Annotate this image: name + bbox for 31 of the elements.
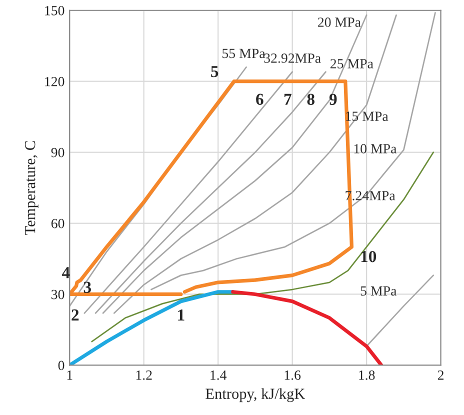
annotation: 5 (211, 66, 218, 78)
y-tick-label: 60 (51, 218, 64, 228)
series-label: 25 MPa (330, 59, 374, 68)
x-axis-title: Entropy, kJ/kgK (206, 388, 306, 402)
annotation: 1 (178, 309, 184, 320)
x-tick-label: 1.8 (359, 370, 375, 380)
series-label: 20 MPa (318, 18, 361, 27)
series-label: 10 MPa (354, 144, 397, 154)
annotation: 7 (284, 94, 292, 105)
x-tick-label: 2 (438, 370, 444, 380)
annotation: 2 (72, 309, 79, 320)
y-tick-label: 150 (45, 6, 64, 16)
y-axis-title: Temperature, C (24, 141, 38, 235)
y-tick-label: 90 (51, 148, 64, 158)
y-tick-label: 0 (58, 360, 64, 370)
annotation: 6 (256, 94, 264, 105)
x-tick-label: 1.4 (210, 370, 227, 380)
series-label: 55 MPa (222, 48, 266, 58)
annotation: 3 (84, 282, 91, 293)
y-tick-label: 120 (45, 76, 64, 86)
annotation: 8 (307, 94, 314, 105)
annotation: 10 (361, 250, 376, 262)
annotation: 4 (62, 267, 70, 278)
x-tick-label: 1.2 (136, 370, 152, 380)
annotation: 9 (329, 94, 337, 105)
x-tick-label: 1.6 (284, 370, 301, 380)
series-label: 32.92MPa (264, 54, 321, 63)
line-series (91, 152, 434, 342)
y-tick-label: 30 (52, 290, 64, 300)
series-label: 5 MPa (360, 286, 397, 296)
x-tick-label: 1 (67, 370, 72, 380)
